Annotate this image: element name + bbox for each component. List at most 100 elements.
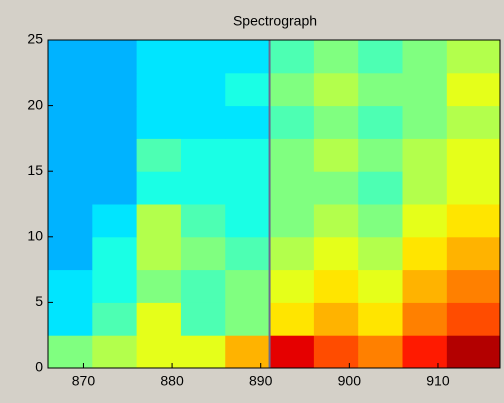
heat-cell: [48, 302, 93, 336]
heat-cell: [180, 204, 226, 238]
heat-cell: [402, 171, 448, 205]
heat-cell: [180, 105, 226, 139]
heat-cell: [225, 302, 271, 336]
heat-cell: [92, 204, 138, 238]
heat-cell: [92, 72, 138, 107]
y-tick-label: 10: [27, 228, 43, 244]
heat-cell: [48, 105, 93, 139]
heat-cell: [402, 105, 448, 139]
heat-cell: [180, 335, 226, 369]
heat-cell: [48, 236, 93, 271]
heat-cell: [136, 72, 182, 107]
heat-cell: [225, 138, 271, 172]
heat-cell: [136, 236, 182, 271]
heat-cell: [358, 335, 404, 369]
y-tick-label: 5: [35, 293, 43, 309]
heat-cell: [136, 105, 182, 139]
heat-cell: [136, 40, 182, 74]
heat-cell: [92, 236, 138, 271]
heat-cell: [313, 72, 359, 107]
y-tick-label: 15: [27, 162, 43, 178]
heat-cell: [269, 335, 315, 369]
heat-cell: [92, 105, 138, 139]
heat-cell: [269, 105, 315, 139]
chart-title: Spectrograph: [233, 13, 317, 29]
heat-cell: [358, 171, 404, 205]
heat-cell: [225, 105, 271, 139]
heat-cell: [402, 204, 448, 238]
heat-cell: [180, 138, 226, 172]
heat-cell: [446, 302, 501, 336]
heat-cell: [313, 40, 359, 74]
heat-cell: [358, 40, 404, 74]
heat-cell: [269, 72, 315, 107]
heat-cell: [446, 138, 501, 172]
heat-cell: [446, 40, 501, 74]
heat-cell: [225, 72, 271, 107]
heat-cell: [180, 269, 226, 303]
heat-cell: [48, 204, 93, 238]
heat-cell: [313, 204, 359, 238]
heat-cell: [402, 302, 448, 336]
heat-cell: [402, 138, 448, 172]
heat-cell: [225, 204, 271, 238]
heat-cell: [180, 302, 226, 336]
heat-cell: [48, 40, 93, 74]
heat-cell: [92, 40, 138, 74]
heat-cell: [313, 302, 359, 336]
heat-cell: [269, 171, 315, 205]
heat-cell: [313, 236, 359, 271]
heat-cell: [136, 302, 182, 336]
heat-cell: [136, 171, 182, 205]
heat-cell: [358, 236, 404, 271]
y-tick-label: 0: [35, 359, 43, 375]
heat-cell: [402, 236, 448, 271]
y-tick-label: 20: [27, 96, 43, 112]
heat-cell: [269, 204, 315, 238]
heat-cell: [358, 302, 404, 336]
heat-cell: [225, 269, 271, 303]
heat-cell: [136, 269, 182, 303]
x-tick-label: 880: [160, 373, 184, 389]
heat-cell: [92, 171, 138, 205]
y-tick-label: 25: [27, 31, 43, 47]
heat-cell: [313, 269, 359, 303]
heat-cell: [358, 72, 404, 107]
heat-cell: [446, 236, 501, 271]
heat-cell: [313, 138, 359, 172]
heat-cell: [92, 269, 138, 303]
heat-cell: [136, 138, 182, 172]
heat-cell: [269, 269, 315, 303]
heat-cell: [269, 236, 315, 271]
x-tick-label: 910: [426, 373, 450, 389]
heat-cell: [358, 269, 404, 303]
heat-cell: [358, 204, 404, 238]
heat-cell: [92, 302, 138, 336]
heat-cell: [180, 236, 226, 271]
heat-cell: [446, 335, 501, 369]
heat-cell: [402, 40, 448, 74]
heat-cell: [313, 335, 359, 369]
heat-cell: [48, 269, 93, 303]
heat-cell: [402, 72, 448, 107]
heat-cell: [446, 204, 501, 238]
heat-cell: [402, 269, 448, 303]
heat-cell: [180, 40, 226, 74]
heat-cell: [225, 40, 271, 74]
heat-cell: [48, 335, 93, 369]
heat-cell: [48, 171, 93, 205]
heat-cell: [136, 204, 182, 238]
heat-cell: [402, 335, 448, 369]
heat-cell: [48, 72, 93, 107]
x-tick-label: 870: [72, 373, 96, 389]
heat-cell: [269, 40, 315, 74]
heat-cell: [180, 72, 226, 107]
heat-cell: [225, 236, 271, 271]
heat-cell: [48, 138, 93, 172]
heat-cell: [446, 171, 501, 205]
plot-frame: [47, 39, 501, 369]
heat-cell: [446, 72, 501, 107]
heat-cell: [92, 138, 138, 172]
heat-cell: [180, 171, 226, 205]
